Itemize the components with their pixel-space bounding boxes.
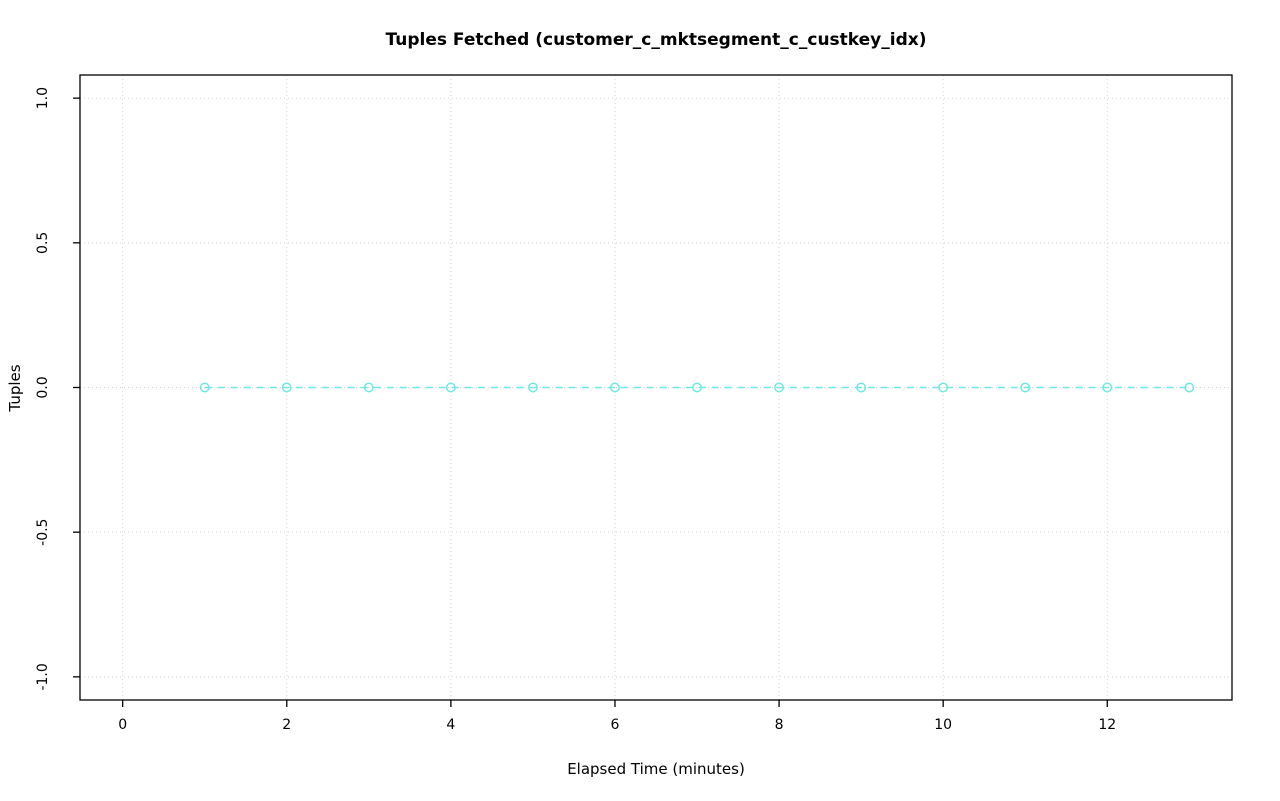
y-tick-label: 0.0 <box>35 376 51 398</box>
data-point <box>610 382 620 393</box>
chart-title: Tuples Fetched (customer_c_mktsegment_c_… <box>385 30 927 50</box>
x-tick-label: 6 <box>611 717 620 733</box>
data-point <box>692 382 702 393</box>
x-tick-label: 2 <box>282 717 291 733</box>
y-tick-label: -1.0 <box>35 663 51 690</box>
x-tick-label: 12 <box>1098 717 1116 733</box>
data-point <box>1102 382 1113 393</box>
data-point <box>363 382 374 393</box>
x-tick-label: 0 <box>118 717 127 733</box>
data-point <box>856 382 867 393</box>
data-point <box>527 382 538 393</box>
y-tick-label: 0.5 <box>35 232 51 254</box>
x-axis-label: Elapsed Time (minutes) <box>567 760 745 778</box>
y-tick-label: 1.0 <box>35 87 51 109</box>
data-point <box>199 382 210 393</box>
data-point <box>774 382 785 393</box>
x-tick-label: 8 <box>775 717 784 733</box>
data-point <box>1184 382 1195 393</box>
x-tick-label: 10 <box>934 717 952 733</box>
data-point <box>281 382 292 393</box>
data-point <box>938 382 949 393</box>
x-tick-label: 4 <box>446 717 455 733</box>
y-tick-label: -0.5 <box>35 519 51 546</box>
data-point <box>1020 382 1031 393</box>
data-point <box>445 382 456 393</box>
